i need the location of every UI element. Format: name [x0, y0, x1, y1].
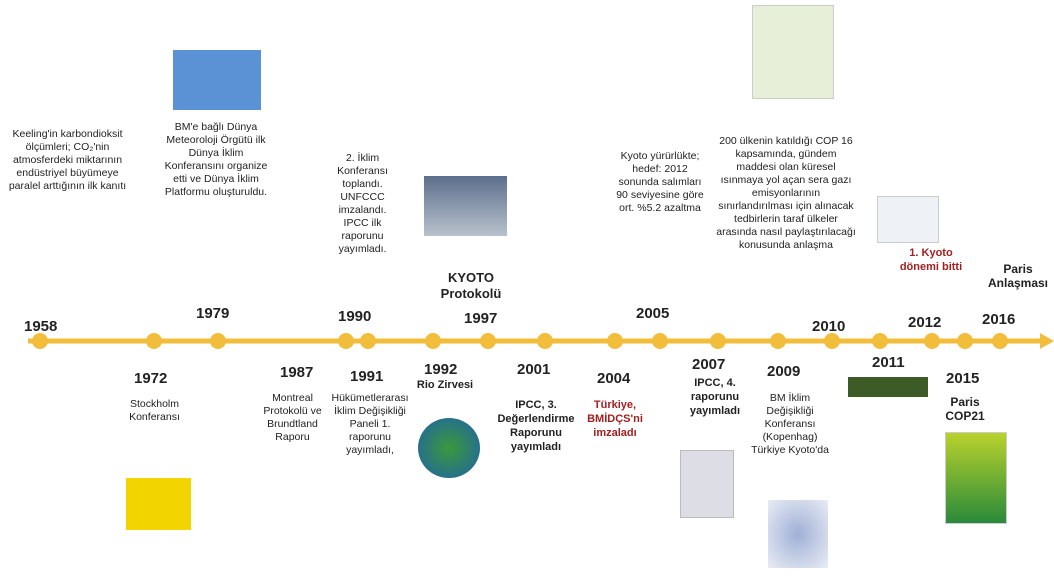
event-text: Montreal Protokolü ve Brundtland Raporu [250, 392, 335, 444]
arrow-head [1040, 333, 1054, 349]
event-text: 2. İklim Konferansı toplandı. UNFCCC imz… [325, 152, 400, 256]
event-text: IPCC, 3. Değerlendirme Raporunu yayımlad… [497, 398, 575, 454]
event-text: BM'e bağlı Dünya Meteoroloji Örgütü ilk … [160, 121, 272, 199]
kyoto-image [424, 176, 507, 236]
event-text: Paris COP21 [937, 395, 993, 423]
stockholm-logo [126, 478, 191, 530]
paris-logo [945, 432, 1007, 524]
event-text: 200 ülkenin katıldığı COP 16 kapsamında,… [715, 135, 857, 252]
year: 2009 [767, 363, 800, 380]
year: 2001 [517, 361, 550, 378]
year: 2015 [946, 370, 979, 387]
year: 1992 [424, 361, 457, 378]
rio20-logo [877, 196, 939, 243]
event-text: Rio Zirvesi [405, 378, 485, 392]
event-text: 1. Kyoto dönemi bitti [898, 246, 964, 274]
event-text: KYOTO Protokolü [425, 270, 517, 302]
rio-logo [418, 418, 480, 478]
year: 1997 [464, 310, 497, 327]
year: 2011 [872, 354, 905, 371]
year: 2010 [812, 318, 845, 335]
event-text: Hükümetlerarası İklim Değişikliği Paneli… [330, 392, 410, 457]
year: 1990 [338, 308, 371, 325]
year: 1979 [196, 305, 229, 322]
timeline-page: 1958 1972 1979 1987 1990 1991 1992 1997 … [0, 0, 1054, 581]
year: 2012 [908, 314, 941, 331]
copenhagen-logo [768, 500, 828, 568]
cop16-logo [752, 5, 834, 99]
year: 2004 [597, 370, 630, 387]
event-text: Stockholm Konferansı [112, 398, 197, 424]
year: 1958 [24, 318, 57, 335]
year: 2007 [692, 356, 725, 373]
event-text: Keeling'in karbondioksit ölçümleri; CO₂'… [5, 128, 130, 193]
event-text: Türkiye, BMİDÇS'ni imzaladı [575, 398, 655, 440]
event-text: IPCC, 4. raporunu yayımladı [675, 376, 755, 418]
event-text: Kyoto yürürlükte; hedef: 2012 sonunda sa… [614, 150, 706, 215]
event-text: BM İklim Değişikliği Konferansı (Kopenha… [750, 392, 830, 457]
year: 1987 [280, 364, 313, 381]
year: 1972 [134, 370, 167, 387]
durban-logo [848, 377, 928, 397]
year: 2016 [982, 311, 1015, 328]
un-logo [173, 50, 261, 110]
year: 2005 [636, 305, 669, 322]
year: 1991 [350, 368, 383, 385]
ipcc4-image [680, 450, 734, 518]
event-text: Paris Anlaşması [985, 262, 1051, 290]
